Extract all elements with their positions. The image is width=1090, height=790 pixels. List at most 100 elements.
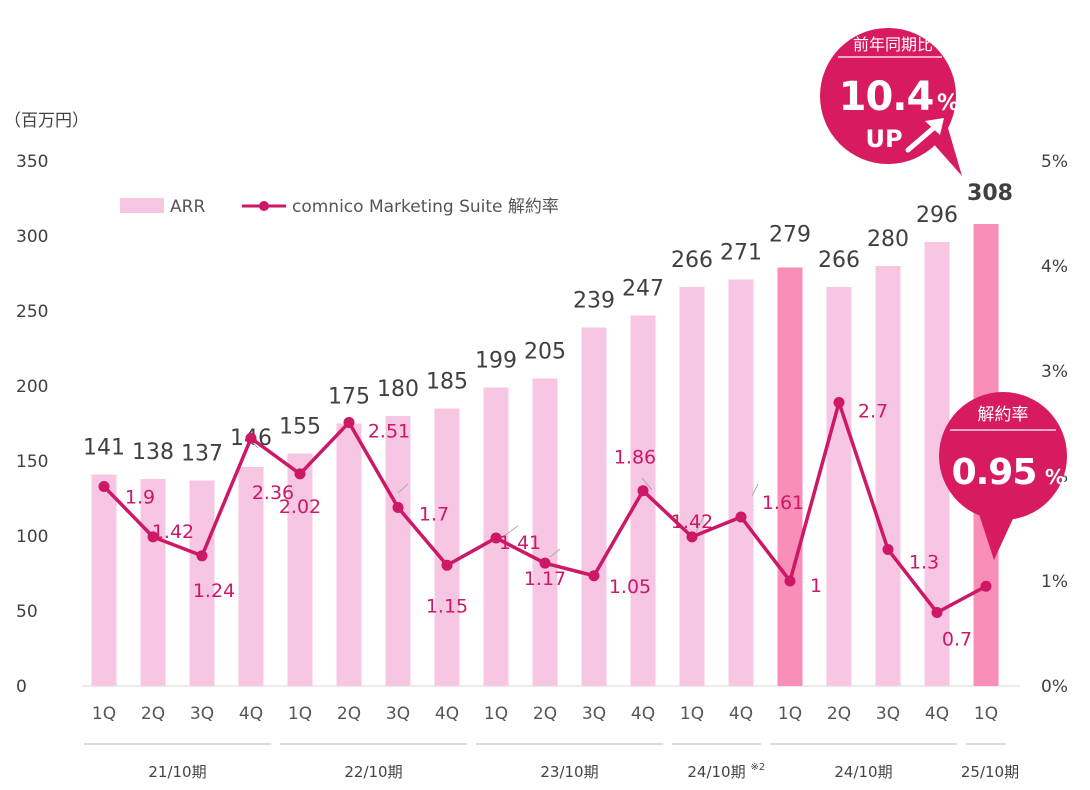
fiscal-period-label: 22/10期 — [344, 763, 402, 781]
growth-callout-value: 10.4 — [839, 74, 934, 120]
quarter-label: 1Q — [778, 704, 802, 724]
arr-bar — [826, 287, 852, 686]
y-axis-right-tick: 0% — [1041, 677, 1068, 697]
arr-bar-value-label: 199 — [475, 349, 517, 374]
churn-rate-point — [833, 397, 845, 408]
fiscal-period-label: 23/10期 — [540, 763, 598, 781]
arr-bar-value-label: 308 — [967, 181, 1013, 206]
fiscal-period-label: 24/10期 — [834, 763, 892, 781]
churn-label-leader-line — [641, 477, 653, 491]
churn-rate-point — [735, 511, 747, 523]
arr-bar — [140, 479, 166, 686]
churn-rate-label: 0.7 — [942, 629, 972, 651]
y-axis-left-tick: 100 — [16, 527, 48, 547]
churn-rate-point — [539, 557, 551, 569]
y-axis-left-tick: 250 — [16, 302, 48, 322]
quarter-label: 1Q — [680, 704, 704, 724]
y-axis-left-tick: 50 — [16, 602, 38, 622]
churn-label-leader-line — [695, 515, 705, 533]
arr-bar-value-label: 175 — [328, 385, 370, 410]
arr-bar-value-label: 141 — [83, 436, 125, 461]
growth-callout-note: ※5 — [944, 36, 956, 45]
arr-bar-value-label: 185 — [426, 370, 468, 395]
quarter-label: 2Q — [337, 704, 361, 724]
churn-rate-label: 1.41 — [499, 532, 541, 554]
arr-bar-value-label: 266 — [818, 248, 860, 273]
y-axis-left-tick: 350 — [16, 152, 48, 172]
churn-callout-pointer — [976, 505, 1018, 560]
quarter-label: 3Q — [582, 704, 606, 724]
churn-rate-label: 1.42 — [671, 511, 713, 533]
arr-bar — [532, 378, 558, 686]
churn-label-leader-line — [397, 483, 409, 494]
legend-arr-swatch — [120, 198, 164, 213]
legend-churn-swatch-marker — [259, 201, 269, 211]
arr-bar — [336, 423, 362, 686]
quarter-label: 2Q — [827, 704, 851, 724]
churn-rate-point — [637, 485, 649, 497]
churn-rate-point — [196, 550, 208, 562]
fiscal-period-footnote: ※2 — [751, 762, 766, 773]
churn-rate-point — [392, 502, 404, 513]
churn-callout-unit: % — [1045, 465, 1065, 489]
churn-rate-point — [98, 481, 110, 492]
churn-rate-point — [245, 432, 257, 444]
y-axis-left-tick: 200 — [16, 377, 48, 397]
arr-bar-value-label: 239 — [573, 289, 615, 314]
legend-churn-label: comnico Marketing Suite 解約率 — [292, 197, 559, 217]
growth-callout: 前年同期比 ※5 10.4 % UP — [820, 28, 962, 176]
churn-callout-value: 0.95 — [952, 452, 1037, 493]
quarter-label: 2Q — [533, 704, 557, 724]
y-axis-right-tick: 4% — [1041, 257, 1068, 277]
quarter-label: 4Q — [435, 704, 459, 724]
churn-rate-label: 1.15 — [426, 595, 468, 617]
churn-rate-label: 1.42 — [152, 521, 194, 543]
y-axis-left-tick: 150 — [16, 452, 48, 472]
churn-rate-label: 1.86 — [614, 447, 656, 469]
arr-bar-value-label: 155 — [279, 415, 321, 440]
arr-bar-value-label: 280 — [867, 227, 909, 252]
churn-rate-label: 2.51 — [368, 420, 410, 442]
churn-label-leader-line — [751, 483, 759, 497]
y-axis-right-tick: 5% — [1041, 152, 1068, 172]
arr-bar-value-label: 296 — [916, 203, 958, 228]
churn-callout-title: 解約率 — [978, 405, 1029, 425]
arr-bar — [434, 408, 460, 686]
churn-rate-label: 1.9 — [125, 487, 155, 509]
arr-bar — [385, 416, 411, 686]
churn-rate-label: 1.05 — [609, 576, 651, 598]
quarter-label: 3Q — [876, 704, 900, 724]
churn-rate-point — [294, 468, 306, 480]
growth-callout-pointer — [930, 128, 962, 176]
fiscal-period-label: 24/10期 — [687, 763, 745, 781]
churn-rate-point — [147, 531, 159, 543]
y-axis-unit-label: （百万円） — [4, 111, 89, 131]
churn-callout-bubble — [939, 392, 1067, 520]
arr-bar-value-label: 180 — [377, 377, 419, 402]
growth-callout-bubble — [820, 28, 956, 164]
churn-rate-point — [490, 532, 502, 544]
arr-bar — [238, 467, 264, 686]
quarter-label: 1Q — [974, 704, 998, 724]
arr-bar — [679, 287, 705, 686]
growth-callout-unit: % — [937, 91, 959, 116]
churn-rate-point — [980, 580, 992, 592]
quarter-label: 1Q — [288, 704, 312, 724]
churn-label-leader-line — [549, 548, 561, 558]
fiscal-period-label: 25/10期 — [961, 763, 1019, 781]
churn-rate-label: 1.17 — [524, 568, 566, 590]
churn-rate-label: 1.24 — [193, 580, 235, 602]
up-arrow-icon — [905, 118, 944, 153]
churn-rate-label: 1 — [810, 575, 822, 597]
arr-bar — [91, 474, 117, 686]
arr-bar — [189, 480, 215, 686]
churn-rate-label: 2.02 — [279, 496, 321, 518]
quarter-label: 3Q — [190, 704, 214, 724]
arr-bar-value-label: 271 — [720, 241, 762, 266]
arr-bar — [581, 327, 607, 686]
fiscal-period-label: 21/10期 — [148, 763, 206, 781]
churn-rate-label: 2.36 — [252, 482, 294, 504]
churn-callout: 解約率 0.95 % — [939, 392, 1067, 560]
growth-callout-title: 前年同期比 — [853, 35, 933, 54]
